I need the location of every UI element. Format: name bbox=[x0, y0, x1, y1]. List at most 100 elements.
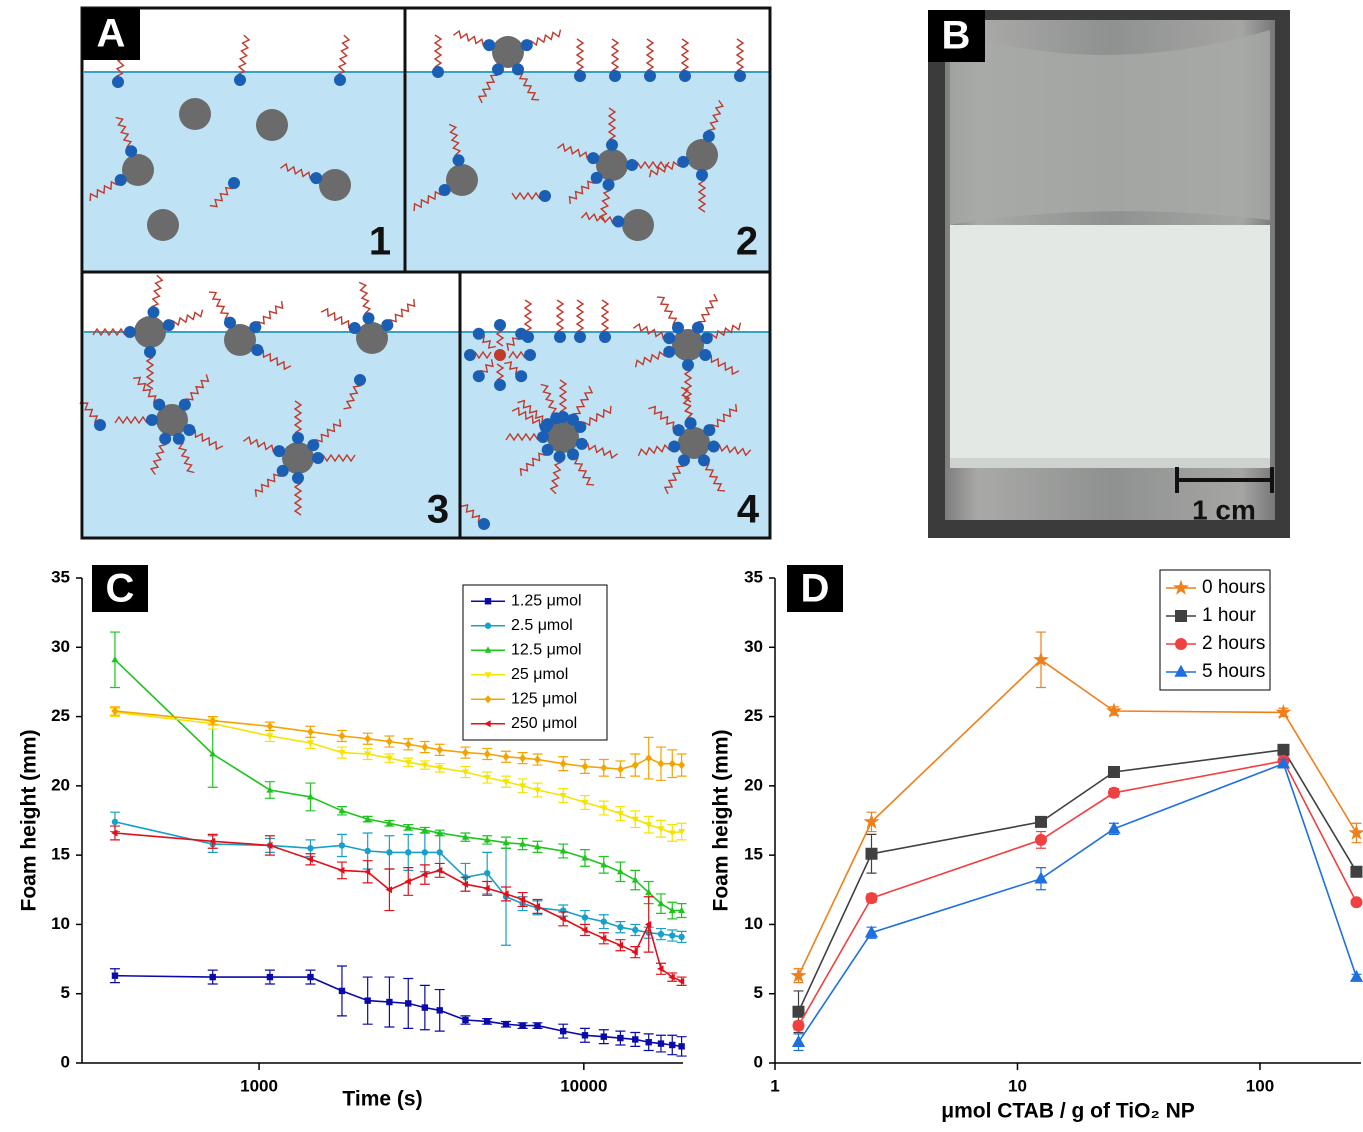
y-tick-label: 35 bbox=[51, 567, 70, 586]
surfactant-head bbox=[606, 139, 618, 151]
marker bbox=[338, 867, 344, 874]
surfactant-head bbox=[603, 179, 615, 191]
surfactant-head bbox=[94, 419, 106, 431]
legend-label: 5 hours bbox=[1202, 661, 1265, 682]
surfactant-head bbox=[626, 159, 638, 171]
figure: A 1 2 3 4 B 1 cm 05101520253035100010000… bbox=[0, 0, 1363, 1132]
marker bbox=[617, 765, 624, 773]
surfactant-head bbox=[699, 349, 711, 361]
surfactant-head bbox=[173, 433, 185, 445]
panel-label: B bbox=[942, 14, 971, 58]
marker bbox=[617, 924, 623, 930]
surfactant-head bbox=[432, 66, 444, 78]
surfactant-head bbox=[567, 414, 579, 426]
marker bbox=[600, 935, 606, 942]
particle bbox=[686, 139, 718, 171]
marker bbox=[560, 1028, 566, 1034]
surfactant-head bbox=[307, 439, 319, 451]
particle bbox=[147, 209, 179, 241]
surfactant-head bbox=[251, 344, 263, 356]
y-axis-label: Foam height (mm) bbox=[18, 730, 41, 912]
marker bbox=[421, 743, 428, 751]
marker bbox=[617, 1035, 623, 1041]
y-axis-label: Foam height (mm) bbox=[710, 730, 733, 912]
surfactant-head bbox=[677, 156, 689, 168]
surfactant-head bbox=[334, 74, 346, 86]
y-tick-label: 10 bbox=[744, 914, 763, 933]
surfactant-head bbox=[708, 440, 720, 452]
panel-label: A bbox=[97, 12, 126, 56]
marker bbox=[437, 849, 443, 855]
marker bbox=[1350, 896, 1362, 908]
surfactant-head bbox=[146, 414, 158, 426]
marker bbox=[267, 974, 273, 980]
surfactant-head bbox=[612, 216, 624, 228]
surfactant-head bbox=[159, 433, 171, 445]
subpanel-number: 4 bbox=[737, 488, 760, 532]
surfactant-head bbox=[163, 319, 175, 331]
particle bbox=[319, 169, 351, 201]
surfactant-head bbox=[587, 152, 599, 164]
surfactant-head bbox=[554, 331, 566, 343]
marker bbox=[266, 722, 273, 730]
surfactant-head bbox=[574, 331, 586, 343]
marker bbox=[364, 997, 370, 1003]
surfactant-head bbox=[249, 321, 261, 333]
marker bbox=[792, 1020, 804, 1032]
marker bbox=[364, 735, 371, 743]
liquid-base bbox=[950, 458, 1270, 468]
legend-label: 1 hour bbox=[1202, 605, 1257, 626]
surfactant-head bbox=[609, 70, 621, 82]
marker bbox=[865, 892, 877, 904]
marker bbox=[436, 746, 443, 754]
legend-marker bbox=[485, 623, 491, 629]
foam-top bbox=[950, 30, 1270, 225]
scale-label: 1 cm bbox=[1192, 494, 1256, 525]
series-line bbox=[115, 822, 682, 937]
marker bbox=[519, 1022, 525, 1028]
x-axis-label: Time (s) bbox=[342, 1088, 422, 1111]
surfactant-head bbox=[524, 349, 536, 361]
marker bbox=[422, 1004, 428, 1010]
subpanel-number: 1 bbox=[369, 220, 391, 264]
water bbox=[84, 332, 460, 538]
series-line bbox=[115, 833, 682, 981]
legend-marker bbox=[485, 598, 491, 604]
marker bbox=[534, 755, 541, 763]
legend-marker bbox=[1175, 610, 1187, 622]
surfactant-head bbox=[521, 39, 533, 51]
marker bbox=[436, 867, 442, 874]
legend-label: 12.5 μmol bbox=[511, 641, 582, 658]
surfactant-head bbox=[310, 172, 322, 184]
marker bbox=[1034, 872, 1047, 884]
marker bbox=[617, 942, 623, 949]
marker bbox=[600, 764, 607, 772]
marker bbox=[631, 949, 637, 956]
marker bbox=[484, 870, 490, 876]
legend-marker bbox=[1175, 638, 1187, 650]
surfactant-head bbox=[668, 440, 680, 452]
surfactant-head bbox=[349, 322, 361, 334]
surfactant-head bbox=[124, 326, 136, 338]
marker bbox=[632, 1036, 638, 1042]
surfactant-head bbox=[663, 332, 675, 344]
y-tick-label: 20 bbox=[51, 775, 70, 794]
marker bbox=[307, 974, 313, 980]
surfactant-head bbox=[292, 472, 304, 484]
marker bbox=[405, 1000, 411, 1006]
y-tick-label: 30 bbox=[744, 637, 763, 656]
surfactant-head bbox=[478, 518, 490, 530]
panel-label: C bbox=[106, 567, 135, 611]
surfactant-head bbox=[599, 331, 611, 343]
y-tick-label: 0 bbox=[61, 1052, 70, 1071]
surfactant-head bbox=[591, 172, 603, 184]
marker bbox=[307, 845, 313, 851]
marker bbox=[405, 849, 411, 855]
y-tick-label: 0 bbox=[754, 1052, 763, 1071]
legend-label: 2 hours bbox=[1202, 633, 1265, 654]
surfactant-head bbox=[537, 431, 549, 443]
surfactant-head bbox=[576, 438, 588, 450]
y-tick-label: 10 bbox=[51, 914, 70, 933]
marker bbox=[669, 932, 675, 938]
surfactant-head bbox=[696, 169, 708, 181]
